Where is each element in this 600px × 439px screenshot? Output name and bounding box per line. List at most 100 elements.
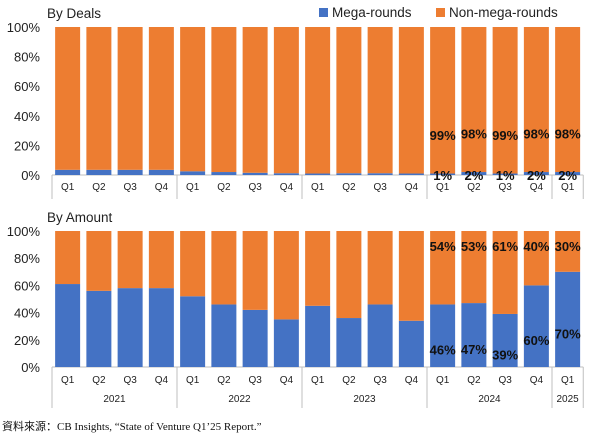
data-label-non-mega: 99% [430,128,456,143]
x-tick-label: Q3 [498,182,512,193]
x-tick-label: Q1 [436,375,450,386]
y-tick-label: 100% [7,20,41,35]
bar-mega-rounds [242,309,268,367]
x-tick-label: Q3 [248,182,262,193]
bar-mega-rounds [367,304,393,367]
bar-non-mega-rounds [305,231,331,306]
bar-mega-rounds [180,296,206,367]
panel-title: By Deals [47,6,101,21]
bar-non-mega-rounds [398,27,424,174]
bar-non-mega-rounds [336,231,362,319]
bar-non-mega-rounds [117,231,143,289]
bar-non-mega-rounds [555,27,581,173]
bar-non-mega-rounds [523,27,549,173]
bar-non-mega-rounds [305,27,331,174]
bar-non-mega-rounds [398,231,424,321]
y-tick-label: 60% [14,79,40,94]
bar-non-mega-rounds [273,27,299,174]
x-tick-label: Q2 [467,182,481,193]
bar-mega-rounds [86,290,112,367]
x-tick-label: Q2 [342,375,356,386]
year-label: 2023 [353,394,376,405]
bar-mega-rounds [555,271,581,367]
bar-non-mega-rounds [86,231,112,291]
bar-non-mega-rounds [555,231,581,272]
y-tick-label: 40% [14,109,40,124]
data-label-mega: 39% [492,347,518,362]
y-tick-label: 20% [14,333,40,348]
bar-mega-rounds [273,319,299,367]
x-tick-label: Q1 [186,375,200,386]
data-label-mega: 46% [430,343,456,358]
bar-mega-rounds [305,305,331,367]
data-label-mega: 1% [433,168,452,183]
x-tick-label: Q3 [248,375,262,386]
x-tick-label: Q3 [498,375,512,386]
bar-mega-rounds [117,169,143,175]
data-label-non-mega: 98% [461,127,487,142]
bar-non-mega-rounds [336,27,362,174]
x-tick-label: Q4 [405,182,419,193]
data-label-mega: 60% [523,333,549,348]
y-tick-label: 100% [7,224,41,239]
x-tick-label: Q3 [123,375,137,386]
bar-mega-rounds [461,172,487,175]
data-label-non-mega: 54% [430,239,456,254]
x-tick-label: Q2 [92,375,106,386]
bar-non-mega-rounds [492,231,518,314]
bar-non-mega-rounds [461,27,487,173]
bar-mega-rounds [180,171,206,175]
bar-mega-rounds [211,304,237,367]
x-tick-label: Q4 [155,375,169,386]
data-label-non-mega: 53% [461,239,487,254]
bar-mega-rounds [523,285,549,367]
year-label: 2021 [103,394,126,405]
bar-non-mega-rounds [211,27,237,173]
bar-mega-rounds [430,173,456,175]
bar-mega-rounds [398,320,424,367]
x-tick-label: Q2 [217,182,231,193]
x-tick-label: Q4 [405,375,419,386]
y-tick-label: 0% [21,360,40,375]
x-tick-label: Q4 [530,182,544,193]
bar-mega-rounds [492,313,518,367]
legend-label: Mega-rounds [332,5,412,20]
bar-mega-rounds [398,173,424,175]
data-label-non-mega: 61% [492,239,518,254]
x-tick-label: Q2 [342,182,356,193]
bar-non-mega-rounds [492,27,518,174]
x-tick-label: Q1 [311,182,325,193]
data-label-non-mega: 40% [523,239,549,254]
bar-mega-rounds [148,169,174,175]
year-label: 2024 [478,394,501,405]
data-label-non-mega: 98% [555,127,581,142]
bar-mega-rounds [555,172,581,175]
year-label: 2022 [228,394,251,405]
x-tick-label: Q1 [61,182,75,193]
data-label-non-mega: 99% [492,128,518,143]
x-tick-label: Q4 [280,182,294,193]
bar-mega-rounds [55,169,81,175]
y-tick-label: 20% [14,138,40,153]
bar-non-mega-rounds [86,27,112,170]
bar-mega-rounds [430,304,456,367]
x-tick-label: Q2 [92,182,106,193]
source-note: 資料來源：CB Insights, “State of Venture Q1’2… [2,421,262,433]
bar-non-mega-rounds [180,27,206,172]
stacked-bar-chart: Mega-rounds Non-mega-rounds By Deals 0% 20% 4… [7,5,584,408]
y-tick-label: 80% [14,251,40,266]
bar-non-mega-rounds [148,231,174,289]
data-label-non-mega: 30% [555,239,581,254]
bar-mega-rounds [305,173,331,175]
x-tick-label: Q1 [61,375,75,386]
bar-non-mega-rounds [523,231,549,286]
bar-mega-rounds [55,284,81,367]
bar-non-mega-rounds [55,27,81,170]
y-tick-label: 40% [14,306,40,321]
data-label-mega: 2% [558,168,577,183]
bar-mega-rounds [523,172,549,175]
data-label-non-mega: 98% [523,127,549,142]
legend-label: Non-mega-rounds [449,5,558,20]
bar-mega-rounds [367,173,393,175]
bar-non-mega-rounds [242,27,268,173]
